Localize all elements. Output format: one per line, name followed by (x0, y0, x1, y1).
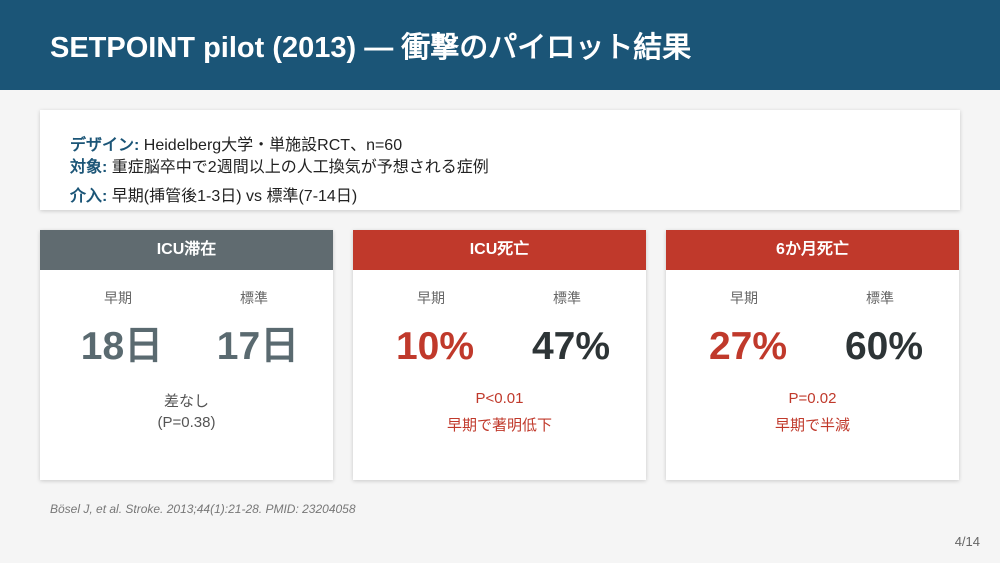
study-info-box: デザイン: Heidelberg大学・単施設RCT、n=60 対象: 重症脳卒中… (40, 110, 960, 210)
early-value: 27% (708, 325, 788, 368)
card-6month-mortality: 6か月死亡 早期 標準 27% 60% P=0.02 早期で半減 (666, 230, 959, 480)
p-value: (P=0.38) (157, 414, 216, 431)
standard-label: 標準 (240, 290, 268, 306)
design-text: Heidelberg大学・単施設RCT、n=60 (143, 137, 403, 154)
intervention-text: 早期(挿管後1-3日) vs 標準(7-14日) (111, 188, 358, 205)
intervention-line: 介入: 早期(挿管後1-3日) vs 標準(7-14日) (70, 182, 357, 206)
intervention-label: 介入: (70, 188, 108, 205)
result-note: 早期で半減 (774, 417, 850, 434)
early-label: 早期 (417, 290, 445, 306)
standard-value: 60% (844, 325, 924, 368)
design-label: デザイン: (70, 137, 140, 154)
design-line: デザイン: Heidelberg大学・単施設RCT、n=60 (70, 131, 402, 155)
result-note: 差なし (163, 393, 209, 410)
card-header: ICU滞在 (40, 230, 333, 270)
subject-line: 対象: 重症脳卒中で2週間以上の人工換気が予想される症例 (70, 153, 489, 177)
title-bar: SETPOINT pilot (2013) — 衝撃のパイロット結果 (0, 0, 1000, 90)
early-value: 10% (395, 325, 475, 368)
card-header: 6か月死亡 (666, 230, 959, 270)
standard-label: 標準 (866, 290, 894, 306)
early-label: 早期 (730, 290, 758, 306)
standard-value: 17日 (216, 325, 300, 368)
subject-text: 重症脳卒中で2週間以上の人工換気が予想される症例 (111, 159, 489, 176)
early-label: 早期 (104, 290, 132, 306)
standard-label: 標準 (553, 290, 581, 306)
page-number: 4/14 (954, 534, 980, 549)
p-value: P=0.02 (788, 390, 837, 407)
card-icu-mortality: ICU死亡 早期 標準 10% 47% P<0.01 早期で著明低下 (353, 230, 646, 480)
result-note: 早期で著明低下 (446, 417, 552, 434)
card-icu-stay: ICU滞在 早期 標準 18日 17日 差なし (P=0.38) (40, 230, 333, 480)
p-value: P<0.01 (475, 390, 524, 407)
standard-value: 47% (531, 325, 611, 368)
card-header: ICU死亡 (353, 230, 646, 270)
subject-label: 対象: (70, 159, 108, 176)
page-title: SETPOINT pilot (2013) — 衝撃のパイロット結果 (50, 32, 692, 64)
early-value: 18日 (80, 325, 164, 368)
citation: Bösel J, et al. Stroke. 2013;44(1):21-28… (50, 502, 356, 516)
